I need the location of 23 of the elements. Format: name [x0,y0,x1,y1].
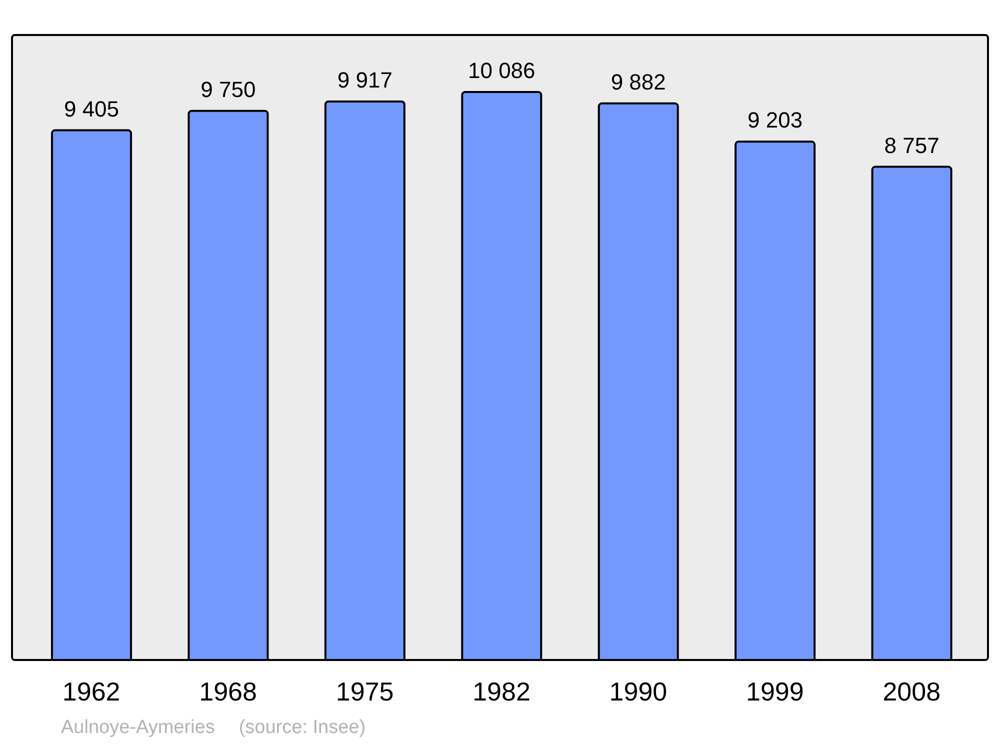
data-label: 8 757 [884,132,940,158]
data-label: 9 203 [748,108,803,133]
bar [598,102,679,660]
bar [734,140,816,660]
bar [461,90,542,660]
x-tick-label: 1999 [746,676,804,706]
x-tick-label: 1975 [336,676,394,706]
bar [871,166,952,660]
bar [51,129,132,660]
text: Aulnoye-Aymeries [61,717,215,739]
data-label: 9 750 [200,76,256,102]
data-label: 10 086 [468,58,536,83]
x-tick-label: 1962 [62,676,120,706]
bar [188,110,269,660]
x-tick-label: 1990 [609,676,668,706]
data-label: 9 405 [64,96,120,122]
data-label: 9 917 [337,67,392,92]
data-label: 9 882 [610,69,666,94]
text: (source: Insee) [238,717,366,739]
x-tick-label: 2008 [882,676,941,706]
bar [324,100,406,660]
x-tick-label: 1982 [472,676,530,706]
x-tick-label: 1968 [199,676,257,706]
